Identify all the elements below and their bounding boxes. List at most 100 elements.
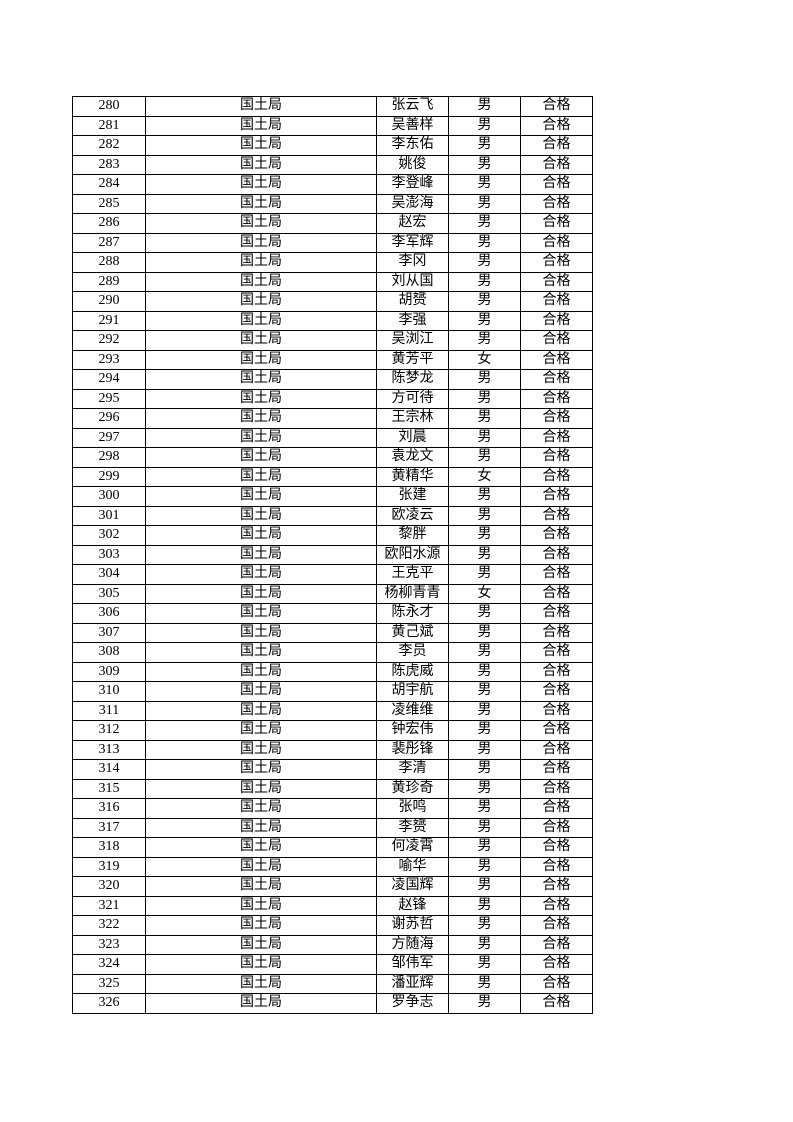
name-cell: 李登峰 bbox=[376, 174, 449, 195]
gender-cell: 男 bbox=[448, 661, 521, 682]
result-cell: 合格 bbox=[520, 369, 593, 390]
number-cell: 323 bbox=[72, 934, 146, 955]
result-cell: 合格 bbox=[520, 642, 593, 663]
table-row: 297 国土局 刘晨男合格 bbox=[72, 427, 593, 448]
department-cell: 国土局 bbox=[145, 349, 377, 370]
name-cell: 陈虎威 bbox=[376, 661, 449, 682]
department-cell: 国土局 bbox=[145, 252, 377, 273]
number-cell: 324 bbox=[72, 954, 146, 975]
gender-cell: 男 bbox=[448, 369, 521, 390]
name-cell: 李军辉 bbox=[376, 232, 449, 253]
table-row: 318 国土局 何凌霄男合格 bbox=[72, 837, 593, 858]
department-cell: 国土局 bbox=[145, 96, 377, 117]
department-cell: 国土局 bbox=[145, 661, 377, 682]
gender-cell: 男 bbox=[448, 798, 521, 819]
name-cell: 黄精华 bbox=[376, 466, 449, 487]
result-cell: 合格 bbox=[520, 895, 593, 916]
gender-cell: 男 bbox=[448, 720, 521, 741]
name-cell: 陈永才 bbox=[376, 603, 449, 624]
table-row: 282 国土局 李东佑男合格 bbox=[72, 135, 593, 156]
gender-cell: 男 bbox=[448, 447, 521, 468]
gender-cell: 男 bbox=[448, 408, 521, 429]
name-cell: 何凌霄 bbox=[376, 837, 449, 858]
department-cell: 国土局 bbox=[145, 408, 377, 429]
result-cell: 合格 bbox=[520, 954, 593, 975]
table-row: 290 国土局 胡赟男合格 bbox=[72, 291, 593, 312]
table-row: 305 国土局 杨柳青青女合格 bbox=[72, 583, 593, 604]
table-row: 317 国土局 李赟男合格 bbox=[72, 817, 593, 838]
table-row: 280 国土局 张云飞男合格 bbox=[72, 96, 593, 117]
name-cell: 方可待 bbox=[376, 388, 449, 409]
result-cell: 合格 bbox=[520, 213, 593, 234]
name-cell: 李员 bbox=[376, 642, 449, 663]
number-cell: 322 bbox=[72, 915, 146, 936]
gender-cell: 女 bbox=[448, 466, 521, 487]
department-cell: 国土局 bbox=[145, 544, 377, 565]
name-cell: 王克平 bbox=[376, 564, 449, 585]
number-cell: 307 bbox=[72, 622, 146, 643]
result-cell: 合格 bbox=[520, 739, 593, 760]
result-cell: 合格 bbox=[520, 330, 593, 351]
name-cell: 钟宏伟 bbox=[376, 720, 449, 741]
number-cell: 284 bbox=[72, 174, 146, 195]
result-cell: 合格 bbox=[520, 817, 593, 838]
gender-cell: 男 bbox=[448, 759, 521, 780]
number-cell: 293 bbox=[72, 349, 146, 370]
number-cell: 319 bbox=[72, 856, 146, 877]
department-cell: 国土局 bbox=[145, 681, 377, 702]
table-row: 292 国土局 吴浏江男合格 bbox=[72, 330, 593, 351]
department-cell: 国土局 bbox=[145, 759, 377, 780]
result-cell: 合格 bbox=[520, 798, 593, 819]
department-cell: 国土局 bbox=[145, 993, 377, 1014]
department-cell: 国土局 bbox=[145, 720, 377, 741]
department-cell: 国土局 bbox=[145, 895, 377, 916]
number-cell: 288 bbox=[72, 252, 146, 273]
result-cell: 合格 bbox=[520, 661, 593, 682]
table-row: 313 国土局 裴彤锋男合格 bbox=[72, 739, 593, 760]
number-cell: 295 bbox=[72, 388, 146, 409]
number-cell: 283 bbox=[72, 154, 146, 175]
number-cell: 299 bbox=[72, 466, 146, 487]
gender-cell: 男 bbox=[448, 700, 521, 721]
number-cell: 320 bbox=[72, 876, 146, 897]
table-row: 302 国土局 黎胖男合格 bbox=[72, 525, 593, 546]
table-row: 295 国土局 方可待男合格 bbox=[72, 388, 593, 409]
department-cell: 国土局 bbox=[145, 837, 377, 858]
table-row: 299 国土局 黄精华女合格 bbox=[72, 466, 593, 487]
department-cell: 国土局 bbox=[145, 817, 377, 838]
name-cell: 刘晨 bbox=[376, 427, 449, 448]
name-cell: 欧阳水源 bbox=[376, 544, 449, 565]
name-cell: 潘亚辉 bbox=[376, 973, 449, 994]
number-cell: 321 bbox=[72, 895, 146, 916]
result-cell: 合格 bbox=[520, 505, 593, 526]
number-cell: 301 bbox=[72, 505, 146, 526]
table-row: 320 国土局 凌国辉男合格 bbox=[72, 876, 593, 897]
table-row: 298 国土局 袁龙文男合格 bbox=[72, 447, 593, 468]
department-cell: 国土局 bbox=[145, 174, 377, 195]
department-cell: 国土局 bbox=[145, 954, 377, 975]
gender-cell: 男 bbox=[448, 525, 521, 546]
gender-cell: 男 bbox=[448, 876, 521, 897]
department-cell: 国土局 bbox=[145, 583, 377, 604]
department-cell: 国土局 bbox=[145, 564, 377, 585]
department-cell: 国土局 bbox=[145, 642, 377, 663]
table-row: 326 国土局 罗争志男合格 bbox=[72, 993, 593, 1014]
name-cell: 赵宏 bbox=[376, 213, 449, 234]
name-cell: 王宗林 bbox=[376, 408, 449, 429]
gender-cell: 男 bbox=[448, 837, 521, 858]
name-cell: 吴浏江 bbox=[376, 330, 449, 351]
result-cell: 合格 bbox=[520, 700, 593, 721]
name-cell: 黄己斌 bbox=[376, 622, 449, 643]
number-cell: 289 bbox=[72, 271, 146, 292]
name-cell: 李强 bbox=[376, 310, 449, 331]
table-row: 324 国土局 邹伟军男合格 bbox=[72, 954, 593, 975]
gender-cell: 男 bbox=[448, 388, 521, 409]
gender-cell: 男 bbox=[448, 973, 521, 994]
department-cell: 国土局 bbox=[145, 427, 377, 448]
number-cell: 303 bbox=[72, 544, 146, 565]
name-cell: 黄芳平 bbox=[376, 349, 449, 370]
department-cell: 国土局 bbox=[145, 486, 377, 507]
name-cell: 姚俊 bbox=[376, 154, 449, 175]
table-row: 281 国土局 吴善样男合格 bbox=[72, 115, 593, 136]
gender-cell: 男 bbox=[448, 330, 521, 351]
